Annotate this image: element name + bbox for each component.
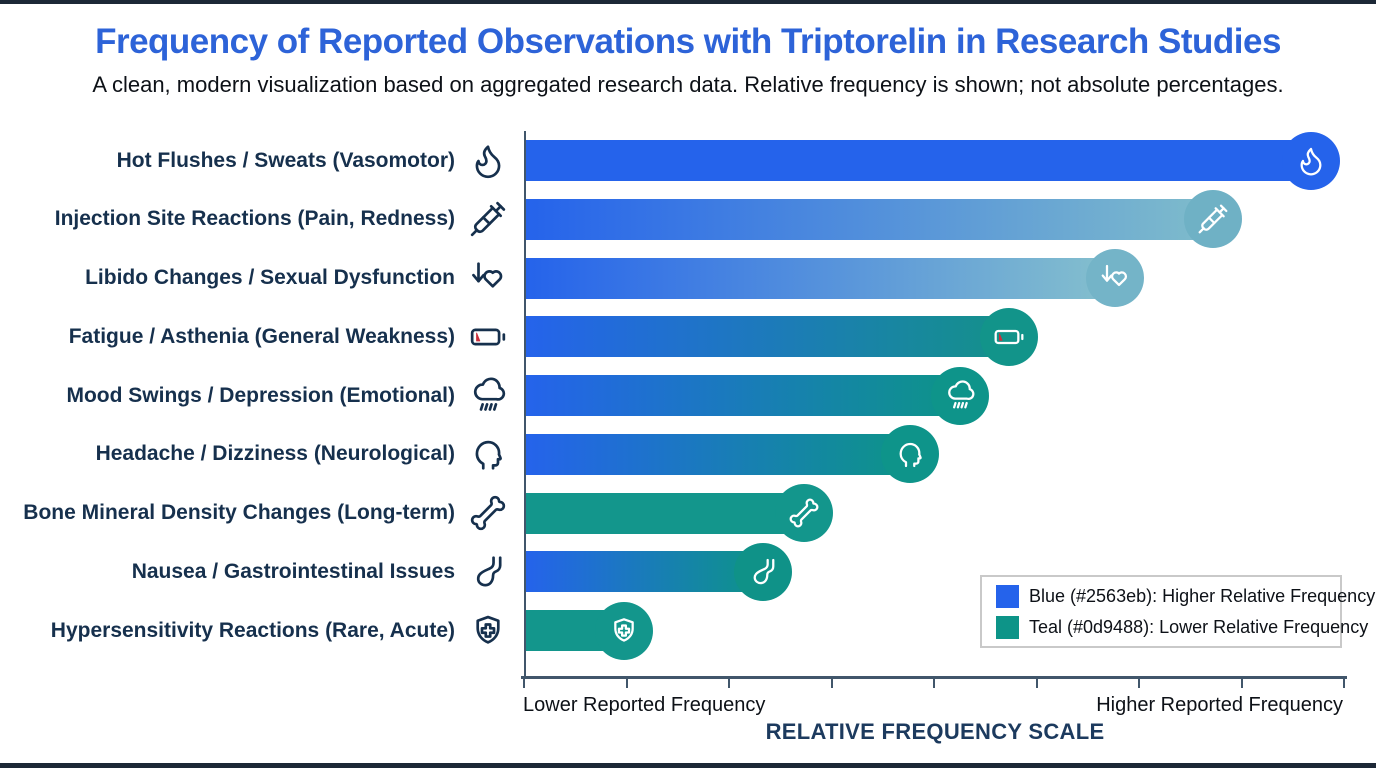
rain-cloud-icon — [460, 375, 516, 416]
category-label: Bone Mineral Density Changes (Long-term) — [23, 501, 455, 524]
bar-end-badge-flame-icon — [1282, 131, 1340, 190]
syringe-icon — [460, 199, 516, 240]
bar-end-badge-heart-down-icon — [1086, 249, 1144, 307]
frequency-bar — [526, 433, 910, 475]
bar-end-badge-head-icon — [881, 425, 939, 484]
category-label: Headache / Dizziness (Neurological) — [95, 442, 455, 466]
frequency-bar — [526, 198, 1213, 240]
bar-end-badge-shield-cross-icon — [595, 601, 653, 660]
battery-low-icon — [460, 316, 516, 357]
category-label: Hypersensitivity Reactions (Rare, Acute) — [50, 618, 455, 642]
frequency-bar — [526, 316, 1009, 358]
frequency-bar — [526, 375, 960, 416]
legend-item-blue: Blue (#2563eb): Higher Relative Frequenc… — [996, 584, 1375, 608]
axis-label-higher: Higher Reported Frequency — [1096, 694, 1343, 716]
frequency-bar — [526, 257, 1115, 299]
frequency-bar — [526, 492, 804, 534]
axis-tick — [625, 678, 628, 688]
frequency-bar — [526, 140, 1311, 181]
heart-down-icon — [460, 258, 516, 299]
axis-tick — [523, 678, 525, 688]
legend-label-teal: Teal (#0d9488): Lower Relative Frequency — [1029, 616, 1369, 637]
y-axis-line — [524, 131, 526, 678]
bar-end-badge-battery-low-icon — [980, 307, 1038, 366]
bar-end-badge-rain-cloud-icon — [931, 366, 989, 425]
axis-tick — [1343, 678, 1345, 688]
axis-tick — [728, 678, 730, 688]
frequency-bar — [526, 551, 763, 593]
legend-label-blue: Blue (#2563eb): Higher Relative Frequenc… — [1029, 585, 1376, 606]
category-label: Nausea / Gastrointestinal Issues — [131, 559, 455, 583]
axis-tick — [1138, 678, 1140, 688]
legend-swatch-teal — [996, 615, 1019, 639]
axis-scale-label: RELATIVE FREQUENCY SCALE — [765, 719, 1105, 744]
page-title: Frequency of Reported Observations with … — [95, 22, 1281, 61]
x-axis-line — [521, 676, 1347, 679]
flame-icon — [460, 140, 516, 181]
bar-end-badge-syringe-icon — [1184, 190, 1242, 249]
category-label: Hot Flushes / Sweats (Vasomotor) — [116, 148, 455, 172]
axis-tick — [933, 678, 935, 688]
bottom-edge-strip — [0, 763, 1376, 768]
head-icon — [460, 434, 516, 475]
category-label: Fatigue / Asthenia (General Weakness) — [68, 324, 455, 348]
category-label: Libido Changes / Sexual Dysfunction — [85, 266, 455, 289]
axis-tick — [830, 678, 833, 688]
bar-end-badge-bone-icon — [775, 484, 833, 542]
legend-item-teal: Teal (#0d9488): Lower Relative Frequency — [996, 615, 1368, 639]
legend-box: Blue (#2563eb): Higher Relative Frequenc… — [980, 575, 1375, 648]
shield-cross-icon — [460, 610, 516, 651]
stomach-icon — [460, 551, 516, 592]
bone-icon — [460, 493, 516, 534]
category-label: Mood Swings / Depression (Emotional) — [66, 383, 455, 407]
bar-end-badge-stomach-icon — [734, 542, 792, 601]
page-subtitle: A clean, modern visualization based on a… — [92, 72, 1284, 97]
axis-tick — [1035, 678, 1038, 688]
top-edge-strip — [0, 0, 1376, 4]
axis-tick — [1240, 678, 1243, 688]
legend-swatch-blue — [996, 584, 1019, 608]
axis-label-lower: Lower Reported Frequency — [523, 694, 766, 716]
category-label: Injection Site Reactions (Pain, Redness) — [54, 207, 455, 231]
